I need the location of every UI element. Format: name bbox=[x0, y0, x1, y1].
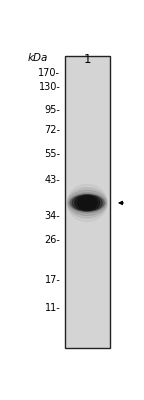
Text: 95-: 95- bbox=[44, 105, 60, 115]
Text: 130-: 130- bbox=[39, 82, 60, 92]
Text: 34-: 34- bbox=[45, 211, 60, 221]
Text: kDa: kDa bbox=[28, 53, 48, 63]
Ellipse shape bbox=[69, 193, 105, 213]
Ellipse shape bbox=[67, 184, 107, 222]
Text: 55-: 55- bbox=[44, 149, 60, 159]
Ellipse shape bbox=[84, 198, 91, 208]
Ellipse shape bbox=[75, 196, 100, 210]
Ellipse shape bbox=[78, 196, 97, 210]
Ellipse shape bbox=[81, 197, 94, 209]
Text: 11-: 11- bbox=[45, 303, 60, 313]
Text: 170-: 170- bbox=[38, 68, 60, 78]
Bar bbox=[65, 56, 109, 348]
Ellipse shape bbox=[68, 188, 107, 218]
Ellipse shape bbox=[70, 194, 104, 211]
Text: 17-: 17- bbox=[44, 275, 60, 285]
Text: 43-: 43- bbox=[45, 175, 60, 185]
Text: 72-: 72- bbox=[44, 125, 60, 135]
Text: 26-: 26- bbox=[44, 234, 60, 244]
Ellipse shape bbox=[72, 195, 102, 211]
Ellipse shape bbox=[68, 190, 106, 216]
Text: 1: 1 bbox=[83, 53, 91, 66]
